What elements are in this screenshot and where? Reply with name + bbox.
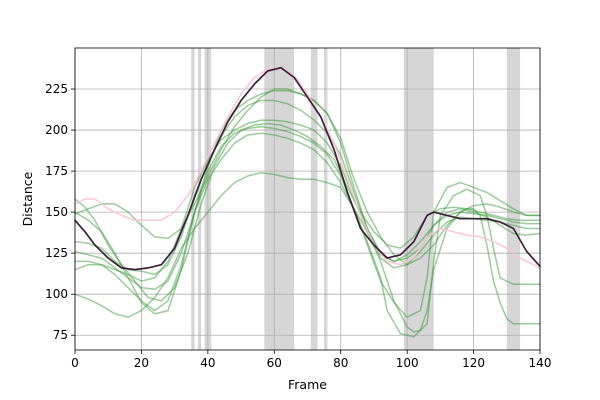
series-line-green-6 (74, 132, 541, 338)
x-tick-label: 140 (529, 356, 552, 370)
x-tick-label: 20 (134, 356, 149, 370)
series-line-dark-10 (74, 66, 541, 271)
y-axis-label: Distance (20, 171, 35, 226)
x-axis-label: Frame (288, 377, 327, 392)
highlight-band (264, 48, 295, 350)
x-axis-ticks: 0 20 40 60 80 100 120 140 (71, 350, 551, 370)
x-tick-label: 0 (71, 356, 79, 370)
y-axis-ticks: 75 100 125 150 175 200 225 (45, 82, 75, 342)
x-tick-label: 40 (200, 356, 215, 370)
series-line-green-4 (74, 126, 541, 318)
series-line-green-1 (74, 122, 541, 302)
x-tick-label: 60 (267, 356, 282, 370)
series-line-green-5 (74, 119, 541, 282)
y-tick-label: 200 (45, 123, 68, 137)
x-tick-label: 100 (396, 356, 419, 370)
series-line-green-3 (74, 99, 541, 276)
y-tick-label: 100 (45, 287, 68, 301)
highlight-band (324, 48, 328, 350)
x-tick-label: 80 (333, 356, 348, 370)
y-tick-label: 125 (45, 246, 68, 260)
highlight-band (506, 48, 521, 350)
series-lines (74, 66, 541, 338)
y-tick-label: 75 (53, 328, 68, 342)
plot-frame (74, 47, 541, 351)
series-line-pink-9 (74, 66, 541, 269)
y-tick-label: 225 (45, 82, 68, 96)
y-tick-label: 175 (45, 164, 68, 178)
x-tick-label: 120 (462, 356, 485, 370)
y-tick-label: 150 (45, 205, 68, 219)
highlight-band (310, 48, 318, 350)
series-line-green-7 (74, 171, 541, 333)
